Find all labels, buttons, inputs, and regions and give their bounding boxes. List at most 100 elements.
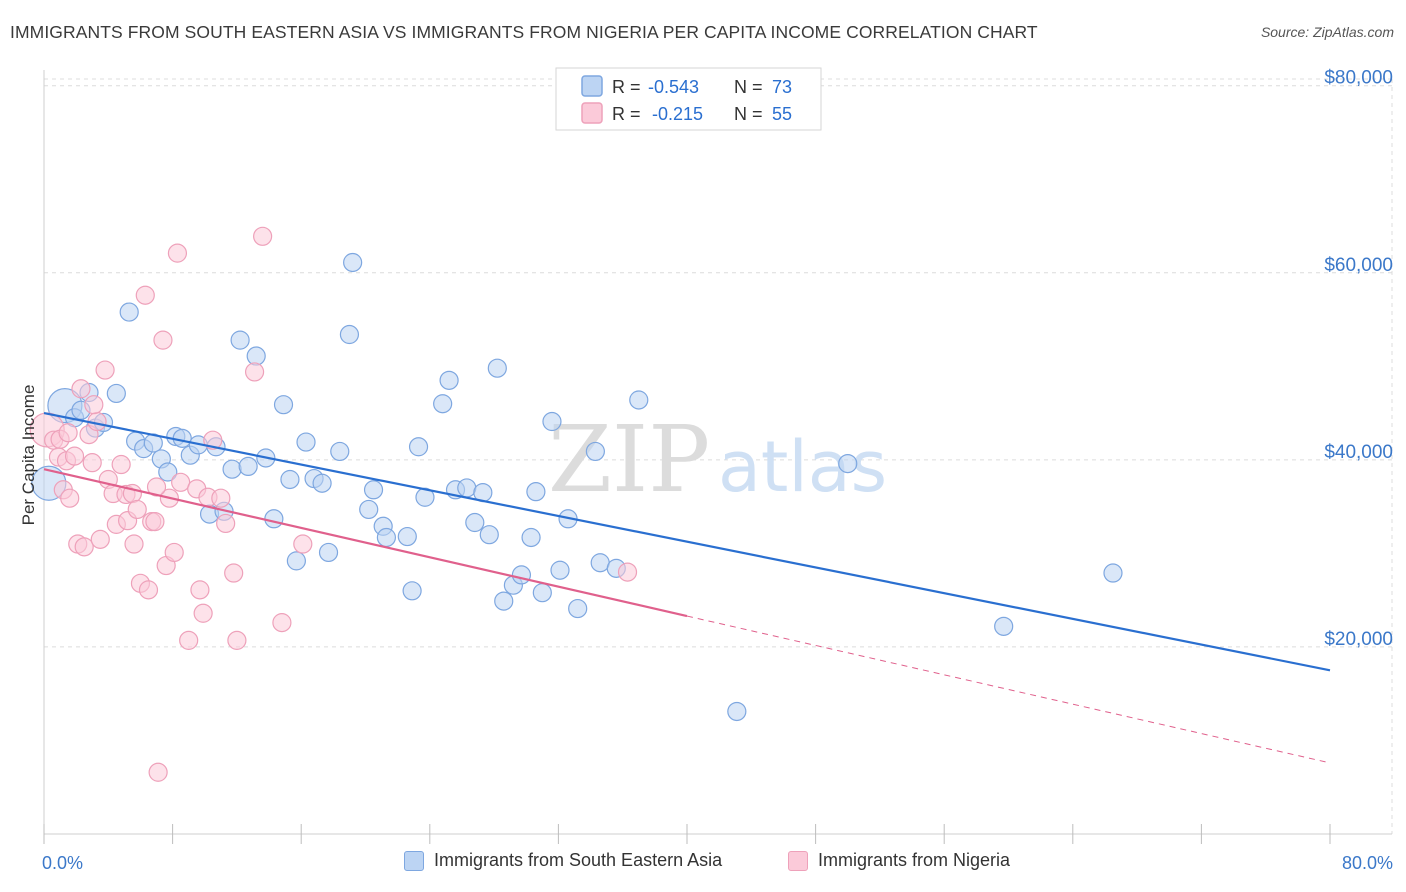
legend-swatch-nigeria [788,850,808,871]
trend-lines [43,412,1331,764]
data-point [193,603,213,623]
y-tick-label: $80,000 [1324,68,1393,89]
series-legend: Immigrants from South Eastern Asia Immig… [0,850,1406,878]
data-point [230,330,250,350]
data-point [84,395,104,415]
data-point [521,527,541,548]
y-tick-label: $60,000 [1324,255,1393,276]
data-point [402,581,422,601]
data-point [994,616,1014,636]
data-point [171,472,191,492]
data-point [1103,563,1123,583]
data-point [293,534,313,554]
data-point [227,630,247,650]
data-point [280,469,300,490]
chart-title: IMMIGRANTS FROM SOUTH EASTERN ASIA VS IM… [10,22,1038,42]
data-point [439,370,459,390]
data-point [95,360,115,380]
series-nigeria-points [29,226,638,782]
data-point [179,630,199,650]
data-point [339,324,360,345]
data-point [568,598,588,619]
legend-r-value-1: -0.543 [648,77,699,97]
legend-item-nigeria[interactable]: Immigrants from Nigeria [788,850,1010,871]
legend-n-label-1: N = [734,77,763,97]
legend-swatch-south-eastern-asia [404,850,424,871]
legend-n-value-1: 73 [772,77,792,97]
watermark-zip: ZIP [548,406,710,513]
data-point [343,252,363,273]
data-point [244,362,265,382]
legend-label-south-eastern-asia: Immigrants from South Eastern Asia [434,850,723,870]
data-point [542,411,562,432]
y-tick-label: $40,000 [1324,442,1393,463]
data-point [172,428,192,448]
data-point [359,499,379,520]
x-tick-labels: 0.0% 80.0% [42,853,1393,873]
data-point [273,395,294,415]
data-point [838,453,858,474]
source-label: Source: ZipAtlas.com [1260,24,1394,40]
data-point [167,243,188,263]
y-tick-label: $20,000 [1324,629,1393,650]
data-point [408,437,429,457]
legend-r-label-1: R = [612,77,641,97]
data-point [135,285,155,305]
data-point [363,480,384,500]
data-point [164,542,184,563]
data-point [74,537,94,557]
data-point [585,441,605,462]
data-point [511,565,532,585]
x-tick-label-max: 80.0% [1342,853,1393,873]
data-point [119,302,139,322]
data-point [90,529,110,549]
data-point [296,432,316,452]
watermark-atlas: atlas [718,426,887,508]
data-point [211,488,231,508]
data-point [138,580,159,600]
data-point [433,394,453,414]
x-axis-ticks [43,824,1331,844]
legend-r-label-2: R = [612,104,641,124]
data-point [222,459,242,479]
data-point [727,701,747,722]
data-point [318,542,339,563]
data-point [145,511,165,532]
data-point [58,423,78,443]
data-point [532,583,552,603]
legend-label-nigeria: Immigrants from Nigeria [818,850,1011,870]
legend-item-south-eastern-asia[interactable]: Immigrants from South Eastern Asia [404,850,722,871]
data-point [465,512,485,533]
legend-swatch-blue [581,75,603,97]
data-point [376,527,396,548]
data-point [111,454,131,475]
y-axis-label: Per Capita Income [19,385,38,526]
data-point [246,346,266,366]
legend-n-value-2: 55 [772,104,792,124]
data-point [629,390,649,410]
data-point [487,358,507,378]
data-point [190,580,210,600]
data-point [71,379,91,399]
data-point [153,330,173,350]
data-point [590,553,610,573]
trend-line-dashed [686,615,1331,764]
y-tick-labels: $20,000 $40,000 $60,000 $80,000 [1324,68,1393,650]
data-point [216,513,236,534]
data-point [224,563,244,583]
data-point [124,534,144,554]
data-point [106,383,126,404]
data-point [238,456,258,477]
data-point [148,762,168,782]
data-point [127,499,147,520]
data-point [253,226,273,246]
correlation-legend: R = -0.543 N = 73 R = -0.215 N = 55 [555,67,822,131]
data-point [286,551,306,571]
axes [43,70,1392,844]
legend-r-value-2: -0.215 [652,104,703,124]
legend-n-label-2: N = [734,104,763,124]
data-point [494,591,514,611]
data-point [550,560,570,580]
data-point [397,526,417,547]
